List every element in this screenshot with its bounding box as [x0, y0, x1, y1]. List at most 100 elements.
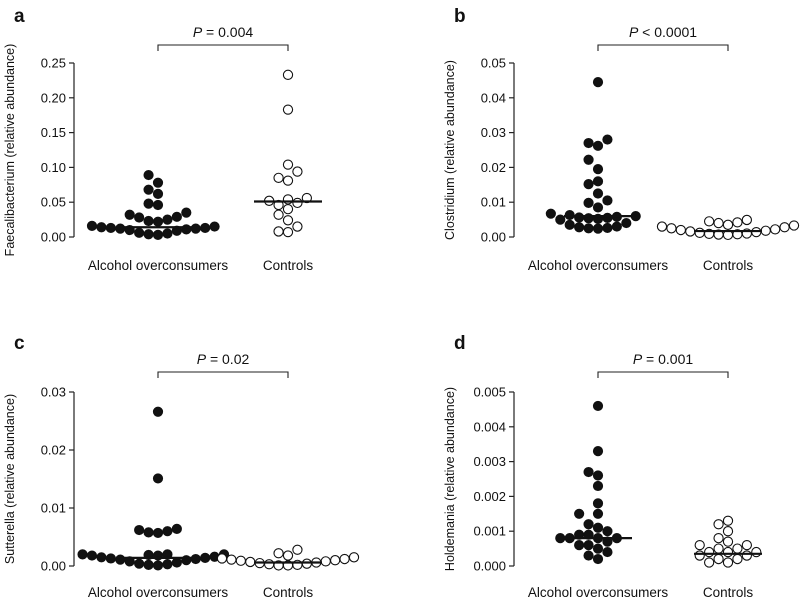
x-category-label: Controls — [263, 258, 314, 273]
data-point-alcohol — [143, 184, 154, 195]
panel-letter: b — [454, 6, 466, 27]
data-point-control — [694, 550, 705, 561]
significance-bracket — [597, 371, 729, 378]
data-point-alcohol — [134, 212, 145, 223]
p-value-text: = 0.02 — [206, 351, 249, 367]
data-point-control — [282, 69, 294, 80]
p-symbol: P — [197, 351, 207, 367]
data-point-alcohol — [124, 556, 135, 567]
data-point-alcohol — [162, 228, 173, 239]
data-point-control — [282, 104, 294, 115]
data-point-alcohol — [592, 446, 604, 457]
data-point-alcohol — [602, 212, 613, 223]
y-tick-label: 0.002 — [473, 489, 506, 504]
y-tick-label: 0.02 — [481, 160, 506, 175]
data-point-control — [273, 172, 284, 183]
data-point-control — [263, 559, 275, 570]
significance-bracket — [157, 44, 289, 51]
data-point-control — [301, 558, 313, 569]
data-point-alcohol — [143, 198, 154, 209]
data-point-alcohol — [564, 219, 575, 230]
data-point-alcohol — [592, 202, 604, 213]
data-point-control — [301, 192, 313, 204]
data-point-control — [292, 197, 303, 209]
data-point-alcohol — [152, 406, 164, 417]
data-point-control — [722, 557, 734, 568]
data-point-control — [282, 550, 294, 561]
data-point-alcohol — [592, 543, 604, 554]
data-point-alcohol — [583, 179, 594, 190]
data-point-alcohol — [152, 560, 164, 571]
data-point-alcohol — [545, 208, 556, 219]
data-point-control — [751, 546, 762, 558]
data-point-alcohol — [77, 549, 88, 560]
data-point-alcohol — [583, 550, 594, 561]
data-point-alcohol — [592, 140, 604, 151]
p-value-label: P < 0.0001 — [629, 24, 697, 40]
data-point-control — [741, 550, 753, 561]
data-point-alcohol — [602, 134, 613, 145]
data-point-control — [282, 226, 294, 238]
data-point-alcohol — [574, 529, 585, 540]
data-point-alcohol — [583, 540, 594, 551]
data-point-alcohol — [592, 508, 604, 519]
data-point-alcohol — [86, 550, 98, 561]
significance-bracket — [597, 44, 729, 51]
data-point-alcohol — [602, 536, 613, 547]
data-point-control — [292, 166, 303, 177]
data-point-control — [273, 199, 284, 211]
data-point-control — [713, 519, 724, 530]
x-category-label: Controls — [263, 585, 314, 600]
data-point-control — [273, 226, 284, 237]
data-point-alcohol — [602, 222, 613, 234]
y-axis-title: Faecalibacterium (relative abundance) — [3, 44, 17, 257]
y-tick-label: 0.04 — [481, 90, 506, 105]
data-point-control — [732, 553, 743, 565]
y-tick-label: 0.25 — [41, 56, 66, 71]
data-point-control — [770, 224, 781, 235]
data-point-alcohol — [171, 523, 182, 534]
panel-c: c 0.00 0.01 0.02 0.03 Sutterella (relative ab… — [3, 333, 360, 600]
p-value-text: < 0.0001 — [638, 24, 697, 40]
data-point-alcohol — [583, 466, 594, 478]
data-point-control — [713, 533, 724, 544]
data-point-alcohol — [134, 524, 145, 536]
data-point-control — [741, 214, 753, 226]
y-tick-label: 0.01 — [41, 501, 66, 516]
data-point-alcohol — [592, 188, 604, 199]
data-point-alcohol — [621, 217, 632, 229]
data-point-alcohol — [602, 195, 613, 206]
data-point-alcohol — [200, 222, 211, 234]
data-point-alcohol — [592, 522, 604, 533]
data-point-alcohol — [592, 470, 604, 481]
data-point-alcohol — [592, 498, 604, 509]
data-point-alcohol — [152, 473, 164, 484]
data-point-alcohol — [152, 216, 164, 227]
data-point-alcohol — [105, 222, 116, 234]
data-point-alcohol — [592, 400, 604, 412]
data-point-alcohol — [583, 223, 594, 234]
data-point-control — [282, 215, 294, 226]
data-point-control — [226, 554, 237, 565]
data-point-alcohol — [152, 527, 164, 539]
y-tick-label: 0.03 — [481, 125, 506, 140]
data-point-alcohol — [143, 559, 154, 570]
data-point-control — [245, 556, 256, 568]
y-tick-label: 0.00 — [481, 230, 506, 245]
data-point-alcohol — [592, 176, 604, 187]
data-point-alcohol — [143, 527, 154, 538]
data-point-control — [703, 546, 715, 558]
data-point-alcohol — [162, 549, 173, 560]
y-tick-label: 0.02 — [41, 443, 66, 458]
data-point-control — [348, 552, 360, 563]
data-point-control — [292, 544, 303, 555]
data-point-control — [722, 536, 734, 547]
data-point-control — [675, 224, 686, 236]
data-point-alcohol — [181, 224, 192, 235]
data-point-alcohol — [86, 220, 98, 231]
p-value-label: P = 0.001 — [633, 351, 694, 367]
data-point-alcohol — [115, 554, 126, 565]
panel-letter: c — [14, 333, 25, 354]
data-point-control — [329, 555, 341, 566]
